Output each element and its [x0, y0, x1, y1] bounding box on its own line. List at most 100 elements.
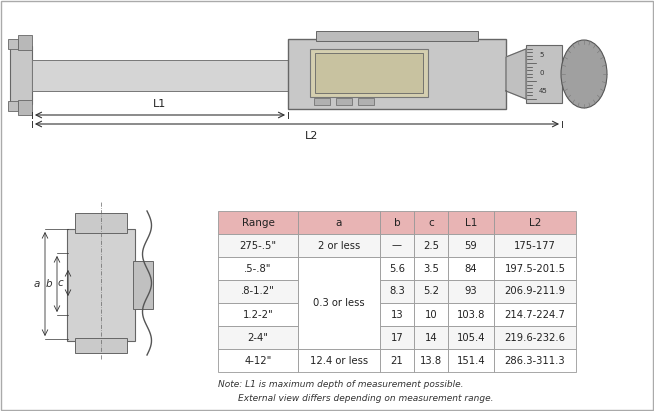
Text: a: a [33, 279, 40, 289]
Text: .8-1.2": .8-1.2" [241, 286, 275, 296]
Text: Note: L1 is maximum depth of measurement possible.: Note: L1 is maximum depth of measurement… [218, 380, 464, 389]
Bar [218, 303, 298, 326]
Bar [494, 234, 576, 257]
Bar [310, 49, 428, 97]
Text: c: c [58, 278, 63, 288]
Bar [414, 303, 448, 326]
Text: 3.5: 3.5 [423, 263, 439, 273]
Text: 151.4: 151.4 [456, 356, 485, 365]
Bar [380, 280, 414, 303]
Bar [133, 261, 153, 309]
Text: 8.3: 8.3 [389, 286, 405, 296]
Text: 2 or less: 2 or less [318, 240, 360, 250]
Text: —: — [392, 240, 402, 250]
Bar [414, 211, 448, 234]
Text: 59: 59 [464, 240, 477, 250]
Text: 0: 0 [539, 70, 543, 76]
Text: 197.5-201.5: 197.5-201.5 [504, 263, 566, 273]
Bar [18, 100, 32, 115]
Text: 5.6: 5.6 [389, 263, 405, 273]
Bar [8, 101, 18, 111]
Bar [448, 211, 494, 234]
Text: b: b [394, 217, 400, 228]
Bar [494, 349, 576, 372]
Bar [218, 211, 298, 234]
Ellipse shape [561, 40, 607, 108]
Bar [414, 280, 448, 303]
Bar [448, 303, 494, 326]
Bar [414, 234, 448, 257]
Bar [380, 303, 414, 326]
Text: 219.6-232.6: 219.6-232.6 [504, 332, 566, 342]
Bar [75, 213, 127, 233]
Text: L1: L1 [465, 217, 477, 228]
Text: Range: Range [241, 217, 275, 228]
Text: 4-12": 4-12" [245, 356, 271, 365]
Text: 0.3 or less: 0.3 or less [313, 298, 365, 308]
Text: 105.4: 105.4 [456, 332, 485, 342]
Bar [380, 257, 414, 280]
Bar [32, 60, 290, 91]
Bar [67, 229, 135, 341]
Text: 1.2-2": 1.2-2" [243, 309, 273, 319]
Bar [298, 257, 380, 349]
Bar [218, 326, 298, 349]
Bar [448, 280, 494, 303]
Text: 103.8: 103.8 [456, 309, 485, 319]
Bar [298, 234, 380, 257]
Text: 17: 17 [390, 332, 404, 342]
Bar [494, 280, 576, 303]
Bar [18, 35, 32, 50]
Text: a: a [336, 217, 342, 228]
Bar [414, 257, 448, 280]
Text: .5-.8": .5-.8" [244, 263, 272, 273]
Bar [75, 338, 127, 353]
Bar [380, 211, 414, 234]
Bar [526, 45, 562, 103]
Text: 175-177: 175-177 [514, 240, 556, 250]
Text: 5.2: 5.2 [423, 286, 439, 296]
Bar [218, 234, 298, 257]
Text: c: c [428, 217, 434, 228]
Text: 12.4 or less: 12.4 or less [310, 356, 368, 365]
Text: L1: L1 [154, 99, 167, 109]
Polygon shape [506, 49, 526, 99]
Text: 14: 14 [424, 332, 438, 342]
Bar [218, 257, 298, 280]
Text: External view differs depending on measurement range.: External view differs depending on measu… [238, 394, 494, 403]
Bar [448, 349, 494, 372]
Text: 93: 93 [465, 286, 477, 296]
Bar [288, 39, 506, 109]
Bar [298, 211, 380, 234]
Bar [8, 39, 18, 49]
Text: 206.9-211.9: 206.9-211.9 [504, 286, 566, 296]
Bar [414, 349, 448, 372]
Text: 2-4": 2-4" [247, 332, 269, 342]
Text: 275-.5": 275-.5" [239, 240, 277, 250]
Bar [218, 280, 298, 303]
Bar [336, 98, 352, 105]
Text: 13.8: 13.8 [420, 356, 442, 365]
Text: 45: 45 [539, 88, 548, 94]
Bar [298, 349, 380, 372]
Bar [380, 234, 414, 257]
Text: 286.3-311.3: 286.3-311.3 [505, 356, 565, 365]
Bar [380, 326, 414, 349]
Bar [448, 257, 494, 280]
Bar [316, 31, 478, 41]
Text: L2: L2 [529, 217, 542, 228]
Text: b: b [45, 279, 52, 289]
Bar [448, 326, 494, 349]
Text: 21: 21 [390, 356, 404, 365]
Bar [314, 98, 330, 105]
Bar [380, 349, 414, 372]
Text: 84: 84 [465, 263, 477, 273]
Bar [358, 98, 374, 105]
Bar [448, 234, 494, 257]
Bar [494, 257, 576, 280]
Text: 2.5: 2.5 [423, 240, 439, 250]
Bar [494, 211, 576, 234]
Text: 5: 5 [539, 52, 543, 58]
Bar [414, 326, 448, 349]
Bar [494, 326, 576, 349]
